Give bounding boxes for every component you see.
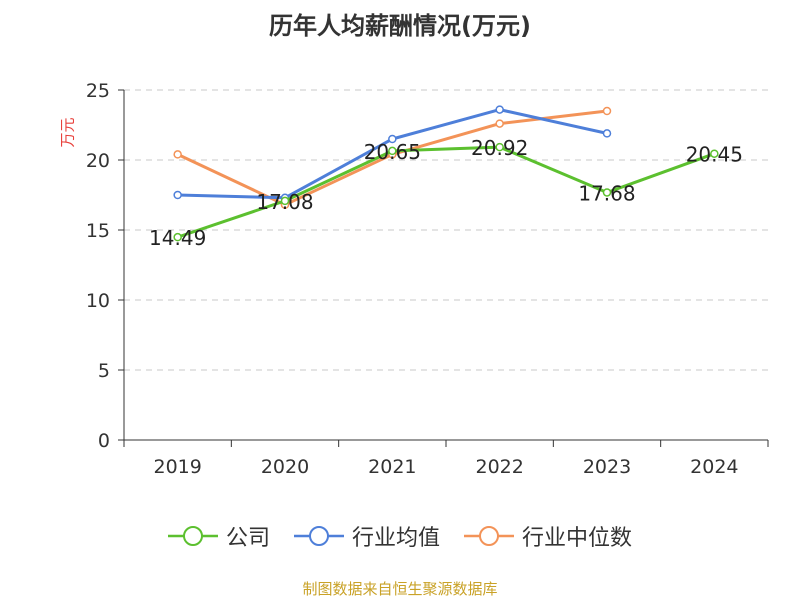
data-point <box>495 142 504 152</box>
data-label: 14.49 <box>149 226 206 250</box>
data-point <box>173 150 182 159</box>
legend-swatch <box>464 526 514 546</box>
legend-item[interactable]: 行业中位数 <box>464 520 632 552</box>
data-label: 17.08 <box>256 190 313 214</box>
data-point <box>495 105 504 114</box>
data-point <box>388 146 397 156</box>
y-tick-label: 0 <box>98 430 110 452</box>
y-tick-label: 10 <box>86 290 110 312</box>
data-point <box>173 232 182 242</box>
y-tick-label: 25 <box>86 80 110 102</box>
data-point <box>602 188 612 197</box>
data-point <box>388 134 397 144</box>
x-tick-label: 2020 <box>261 456 309 478</box>
data-point <box>495 119 504 128</box>
legend-label: 行业中位数 <box>522 526 633 551</box>
data-point <box>173 190 182 200</box>
chart-title: 历年人均薪酬情况(万元) <box>269 12 531 40</box>
data-label: 20.65 <box>364 140 421 164</box>
data-label: 20.92 <box>471 136 528 160</box>
legend-label: 公司 <box>225 526 270 551</box>
source-note: 制图数据来自恒生聚源数据库 <box>302 580 498 598</box>
series-line <box>177 145 715 239</box>
data-point <box>280 196 290 206</box>
y-tick-label: 20 <box>86 150 110 172</box>
legend-label: 行业均值 <box>351 526 440 551</box>
y-tick-label: 5 <box>98 360 110 382</box>
data-point <box>602 129 612 138</box>
x-tick-label: 2019 <box>153 456 201 478</box>
chart-legend: 公司 行业均值 行业中位数 <box>0 520 800 552</box>
data-label: 17.68 <box>578 181 635 205</box>
legend-item[interactable]: 公司 <box>167 520 270 552</box>
legend-item[interactable]: 行业均值 <box>293 520 440 552</box>
legend-swatch <box>167 526 218 546</box>
legend-swatch <box>293 526 344 546</box>
x-tick-label: 2023 <box>583 456 631 478</box>
y-tick-label: 15 <box>86 220 110 242</box>
data-point <box>710 149 719 158</box>
x-tick-label: 2022 <box>475 456 523 478</box>
x-tick-label: 2024 <box>690 456 738 478</box>
data-label: 20.45 <box>686 143 743 167</box>
data-point <box>602 106 612 116</box>
x-tick-label: 2021 <box>368 456 416 478</box>
